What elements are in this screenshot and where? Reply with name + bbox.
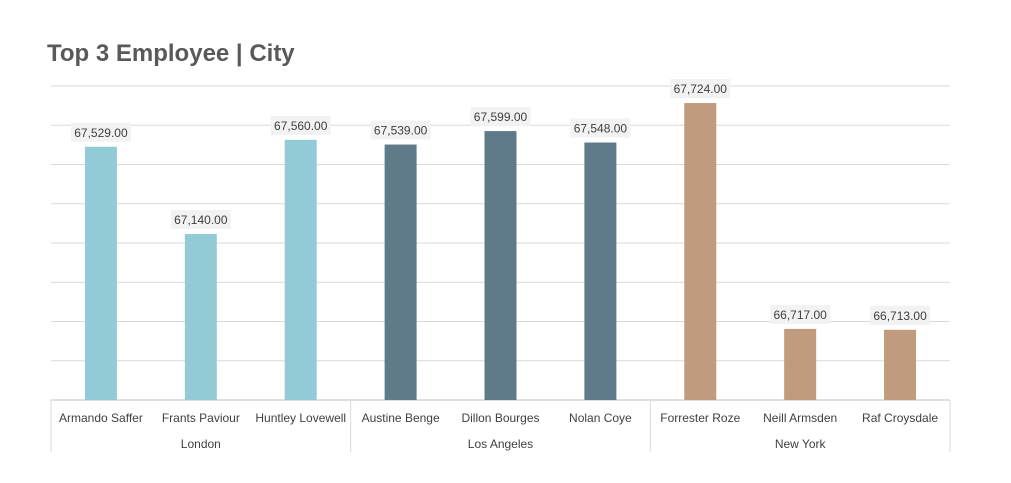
data-label: 67,539.00	[374, 124, 428, 138]
bar	[384, 144, 417, 400]
bar	[884, 329, 917, 400]
group-label: Los Angeles	[468, 437, 533, 451]
bar	[184, 234, 217, 400]
data-label-bg	[770, 304, 831, 324]
data-label: 67,724.00	[674, 82, 728, 96]
data-label: 67,140.00	[174, 213, 228, 227]
bar	[484, 131, 517, 400]
data-label: 66,717.00	[773, 308, 827, 322]
data-label-bg	[270, 115, 331, 135]
data-label-bg	[470, 107, 531, 127]
category-axis: Armando Saffer Frants Paviour Huntley Love…	[50, 400, 951, 452]
category-label: Huntley Lovewell	[255, 411, 346, 425]
data-label-bg	[670, 79, 731, 99]
category-label: Austine Benge	[362, 411, 440, 425]
data-label-bg	[870, 305, 931, 325]
category-label: Forrester Roze	[660, 411, 740, 425]
bars	[84, 103, 917, 401]
category-label: Dillon Bourges	[461, 411, 539, 425]
group-label: London	[181, 437, 221, 451]
chart-title: Top 3 Employee | City	[47, 40, 295, 67]
data-labels: 67,529.00 67,140.00 67,560.00 67,539.00 67,5…	[70, 79, 931, 325]
bar	[284, 139, 317, 401]
bar	[84, 146, 117, 400]
data-label-bg	[70, 122, 131, 142]
data-label-bg	[170, 210, 231, 230]
bar	[784, 328, 817, 400]
category-label: Armando Saffer	[59, 411, 143, 425]
bar	[684, 103, 717, 400]
category-label: Raf Croysdale	[862, 411, 938, 425]
group-label: New York	[775, 437, 827, 451]
data-label: 67,560.00	[274, 119, 328, 133]
data-label-bg	[570, 118, 631, 138]
data-label-bg	[370, 120, 431, 140]
data-label: 67,599.00	[474, 110, 528, 124]
data-label: 67,529.00	[74, 126, 128, 140]
data-label: 66,713.00	[873, 309, 927, 323]
category-label: Frants Paviour	[162, 411, 240, 425]
bar	[584, 142, 617, 400]
category-label: Nolan Coye	[569, 411, 632, 425]
data-label: 67,548.00	[574, 122, 628, 136]
category-label: Neill Armsden	[763, 411, 837, 425]
